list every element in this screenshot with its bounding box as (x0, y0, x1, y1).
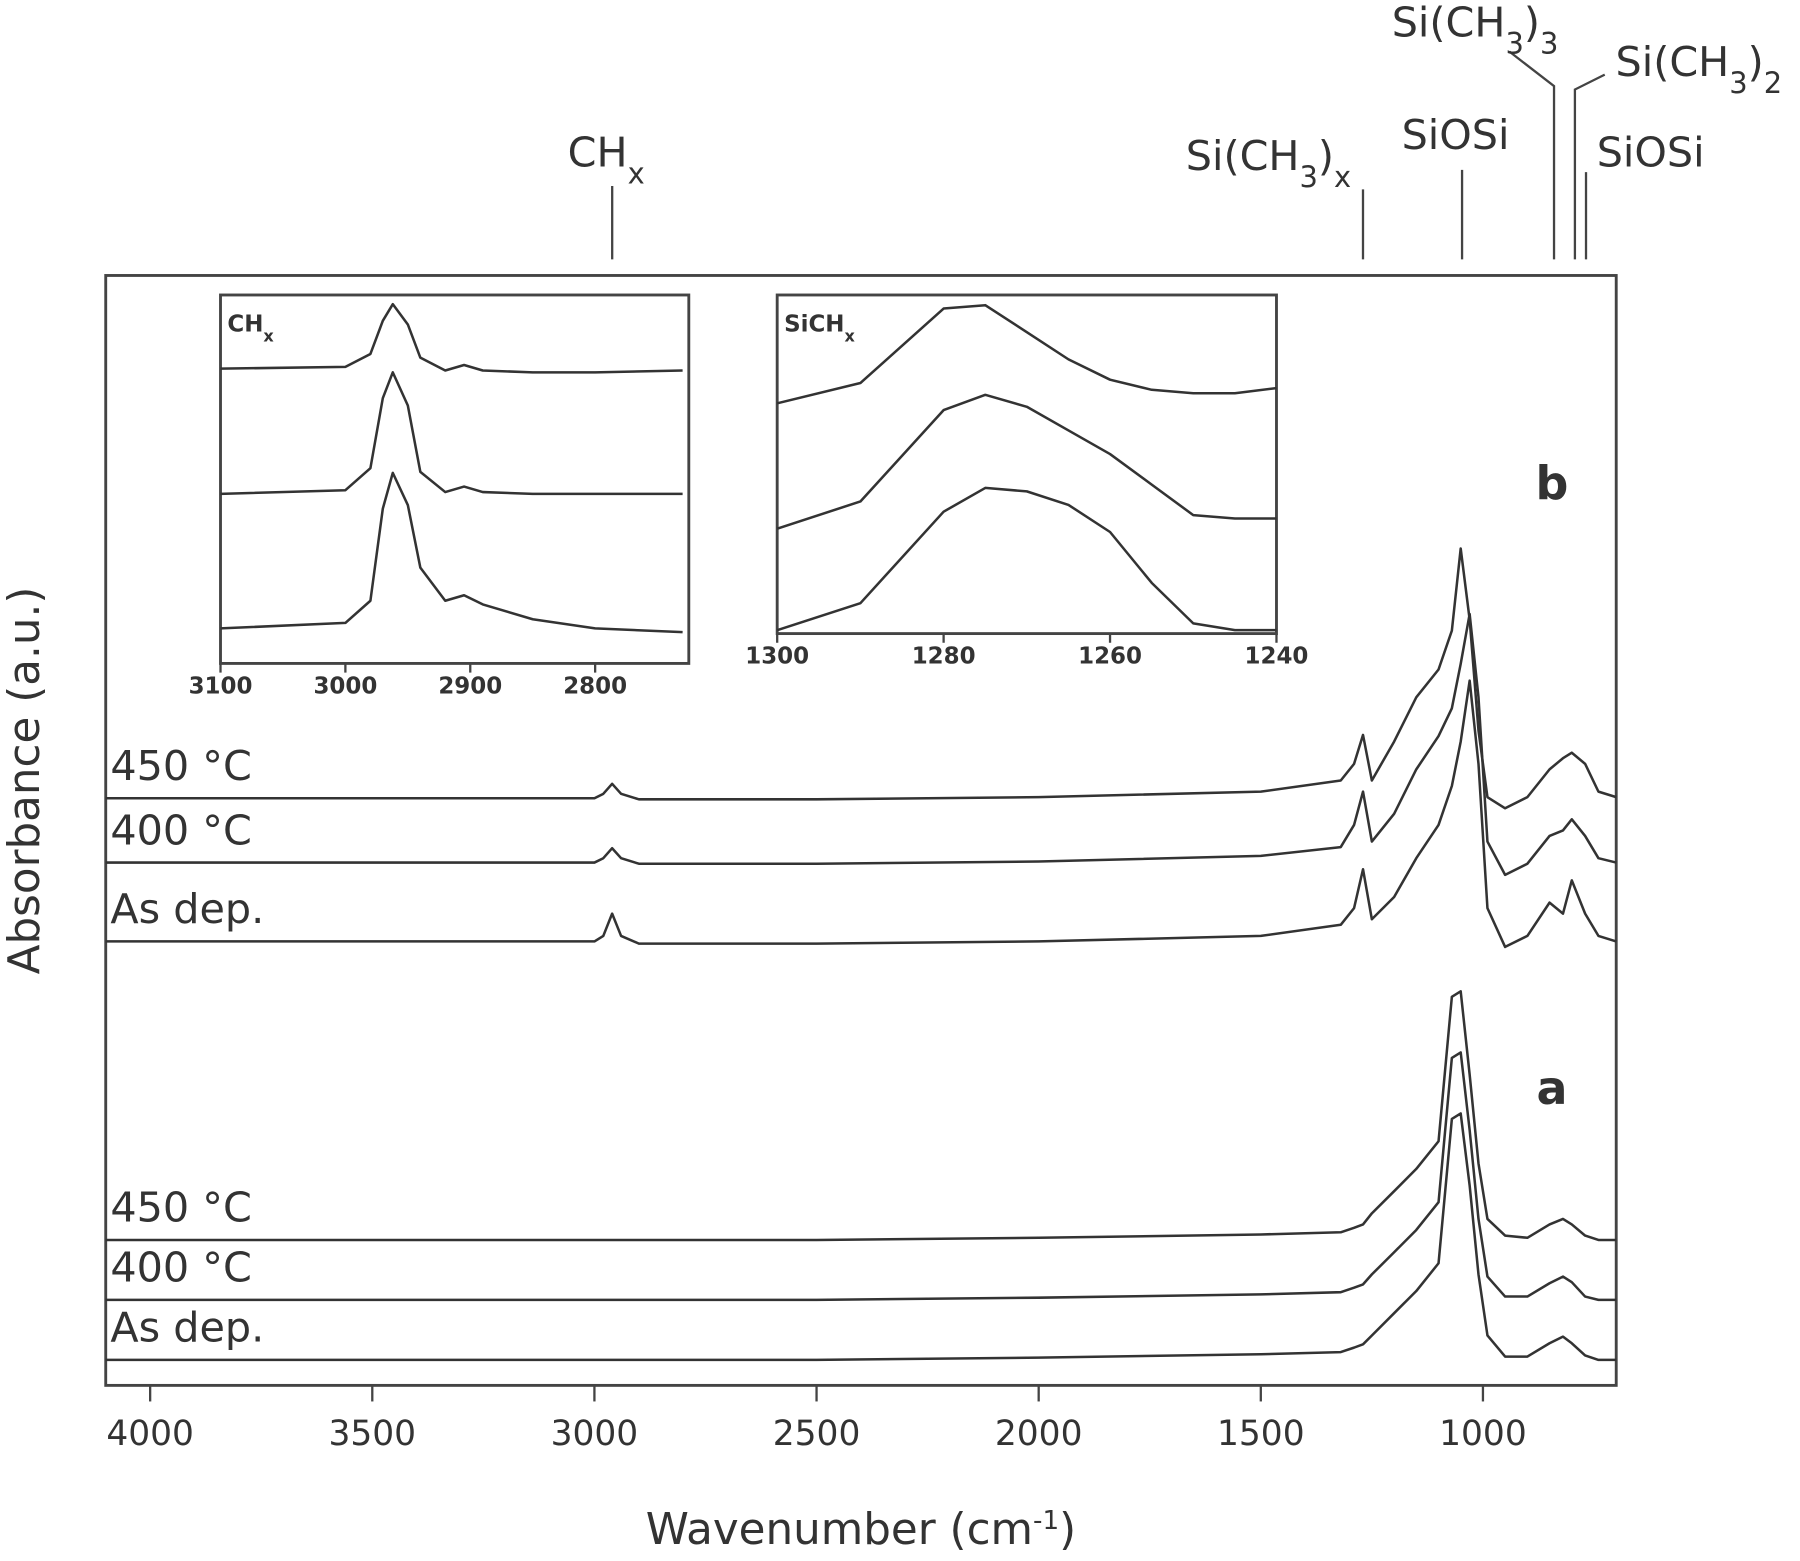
text-part: x (1334, 160, 1351, 194)
inset-frame (219, 293, 691, 665)
x-tick-label: 2000 (995, 1414, 1083, 1454)
x-tick-label: 3500 (328, 1414, 416, 1454)
text-part: 3 (1299, 160, 1317, 194)
text-part: SiCH (784, 312, 844, 338)
series-label: 400 °C (110, 1244, 251, 1292)
annotation-label: Si(CH3)x (1186, 132, 1351, 194)
text-part: -1 (1033, 1506, 1059, 1536)
annotation-label: CHx (568, 128, 645, 190)
spectrum-line (220, 371, 683, 496)
text-part: CH (227, 312, 263, 338)
series-label: 400 °C (110, 806, 251, 854)
text-part: 2 (1764, 66, 1782, 100)
x-tick-label: 2900 (438, 673, 502, 699)
text-part: SiOSi (1597, 128, 1705, 176)
panel-label: b (1536, 456, 1569, 510)
spectrum-line (105, 547, 1617, 810)
annotation-label: Si(CH3)2 (1616, 38, 1783, 100)
annotation-label: SiOSi (1597, 128, 1705, 176)
series-label: As dep. (110, 1303, 264, 1351)
x-tick-label: 1300 (745, 643, 809, 669)
series-label: 450 °C (110, 742, 251, 790)
x-tick-label: 2500 (773, 1414, 861, 1454)
text-part: x (628, 156, 645, 190)
x-tick-label: 2800 (563, 673, 627, 699)
x-tick-label: 1500 (1217, 1414, 1305, 1454)
text-part: 3 (1729, 66, 1747, 100)
text-part: ) (1524, 0, 1540, 47)
text-part: Si(CH (1186, 132, 1300, 180)
x-tick-label: 1240 (1245, 643, 1309, 669)
annotation-label: SiOSi (1402, 111, 1510, 159)
spectrum-line (105, 990, 1617, 1242)
annotation-label: Si(CH3)3 (1392, 0, 1559, 61)
text-part: Si(CH (1616, 38, 1730, 86)
y-axis-title: Absorbance (a.u.) (0, 587, 50, 975)
spectrum-line (776, 393, 1277, 530)
spectrum-line (105, 679, 1617, 949)
spectrum-line (220, 302, 683, 374)
spectrum-line (105, 1112, 1617, 1362)
x-tick-label: 1280 (912, 643, 976, 669)
spectrum-line (776, 303, 1277, 405)
x-tick-label: 4000 (106, 1414, 194, 1454)
x-axis-title: Wavenumber (cm-1) (646, 1505, 1076, 1555)
text-part: ) (1059, 1505, 1076, 1555)
text-part: x (263, 326, 274, 345)
text-part: Si(CH (1392, 0, 1506, 47)
text-part: SiOSi (1402, 111, 1510, 159)
series-label: As dep. (110, 885, 264, 933)
inset-label: CHx (227, 312, 274, 346)
series-label: 450 °C (110, 1184, 251, 1232)
x-tick-label: 3100 (189, 673, 253, 699)
text-part: x (844, 326, 855, 345)
text-part: CH (568, 128, 628, 176)
spectrum-line (776, 486, 1277, 632)
x-tick-label: 1260 (1078, 643, 1142, 669)
annotation-line (1573, 73, 1606, 260)
text-part: 3 (1540, 27, 1558, 61)
inset-frame (775, 293, 1278, 636)
spectrum-line (105, 1051, 1617, 1302)
spectrum-line (220, 471, 683, 634)
x-tick-label: 3000 (551, 1414, 639, 1454)
text-part: Wavenumber (cm (646, 1505, 1033, 1555)
x-tick-label: 3000 (313, 673, 377, 699)
panel-label: a (1536, 1061, 1567, 1115)
text-part: 3 (1505, 27, 1523, 61)
x-tick-label: 1000 (1439, 1414, 1527, 1454)
plot-frame (104, 274, 1618, 1387)
inset-label: SiCHx (784, 312, 855, 346)
text-part: ) (1748, 38, 1764, 86)
annotation-line (1508, 50, 1556, 260)
text-part: ) (1318, 132, 1334, 180)
spectrum-line (105, 612, 1617, 877)
